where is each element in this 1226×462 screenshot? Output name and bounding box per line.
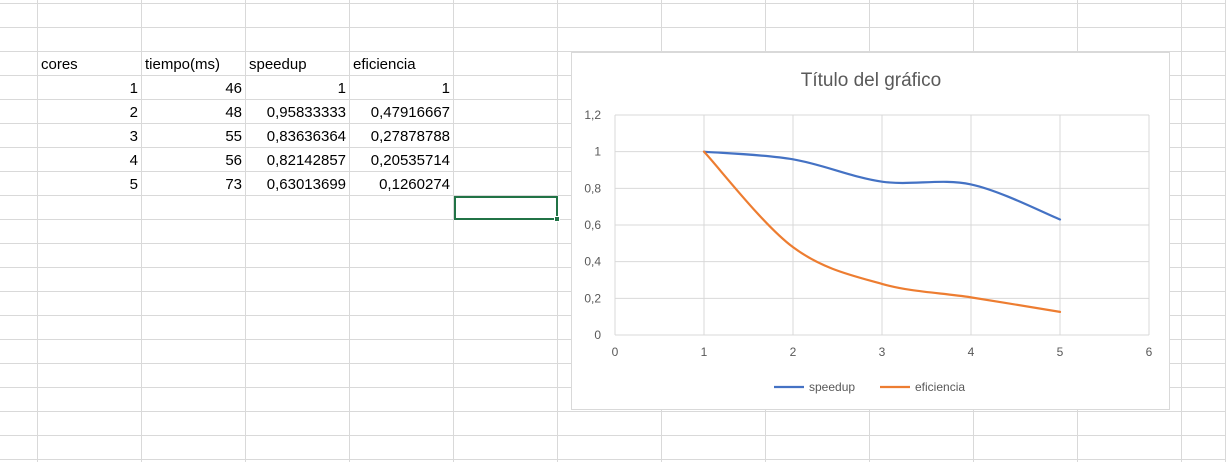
x-tick-label: 2 [790, 345, 797, 359]
legend-label-eficiencia: eficiencia [915, 380, 965, 394]
y-tick-label: 0,6 [584, 218, 601, 232]
table-cell[interactable]: 55 [225, 128, 242, 145]
table-cell[interactable]: 0,47916667 [370, 104, 450, 121]
fill-handle[interactable] [554, 216, 560, 222]
table-cell[interactable]: 0,95833333 [266, 104, 346, 121]
column-header-cell[interactable]: cores [41, 56, 78, 73]
x-tick-label: 1 [701, 345, 708, 359]
table-cell[interactable]: 3 [129, 128, 138, 145]
x-tick-label: 0 [612, 345, 619, 359]
table-cell[interactable]: 0,20535714 [370, 152, 450, 169]
table-cell[interactable]: 1 [129, 80, 138, 97]
table-cell[interactable]: 4 [129, 152, 138, 169]
table-cell[interactable]: 0,82142857 [266, 152, 346, 169]
x-tick-label: 5 [1057, 345, 1064, 359]
table-cell[interactable]: 46 [225, 80, 242, 97]
column-header-cell[interactable]: tiempo(ms) [145, 56, 221, 73]
column-header-cell[interactable]: eficiencia [353, 56, 416, 73]
chart-canvas: Título del gráfico 0 0,2 0,4 0,6 0,8 1 1,2 0 1 2 3… [584, 70, 1153, 394]
table-cell[interactable]: 1 [441, 80, 450, 97]
table-cell[interactable]: 56 [225, 152, 242, 169]
y-tick-label: 0,2 [584, 291, 601, 305]
legend-label-speedup: speedup [809, 380, 855, 394]
x-tick-label: 3 [879, 345, 886, 359]
table-cell[interactable]: 2 [129, 104, 138, 121]
x-tick-label: 6 [1146, 345, 1153, 359]
table-cell[interactable]: 0,63013699 [266, 176, 346, 193]
table-cell[interactable]: 0,1260274 [379, 176, 450, 193]
chart-title: Título del gráfico [801, 70, 941, 91]
y-tick-label: 0 [594, 328, 601, 342]
table-cell[interactable]: 1 [337, 80, 346, 97]
table-cell[interactable]: 0,83636364 [266, 128, 346, 145]
chart[interactable]: Título del gráfico 0 0,2 0,4 0,6 0,8 1 1,2 0 1 2 3… [571, 52, 1170, 410]
table-cell[interactable]: 48 [225, 104, 242, 121]
column-header-cell[interactable]: speedup [249, 56, 307, 73]
table-cell[interactable]: 5 [129, 176, 138, 193]
table-cell[interactable]: 0,27878788 [370, 128, 450, 145]
y-tick-label: 1,2 [584, 108, 601, 122]
y-tick-label: 1 [594, 145, 601, 159]
selected-cell[interactable] [454, 196, 558, 220]
y-tick-label: 0,4 [584, 255, 601, 269]
y-tick-label: 0,8 [584, 181, 601, 195]
x-tick-label: 4 [968, 345, 975, 359]
table-cell[interactable]: 73 [225, 176, 242, 193]
